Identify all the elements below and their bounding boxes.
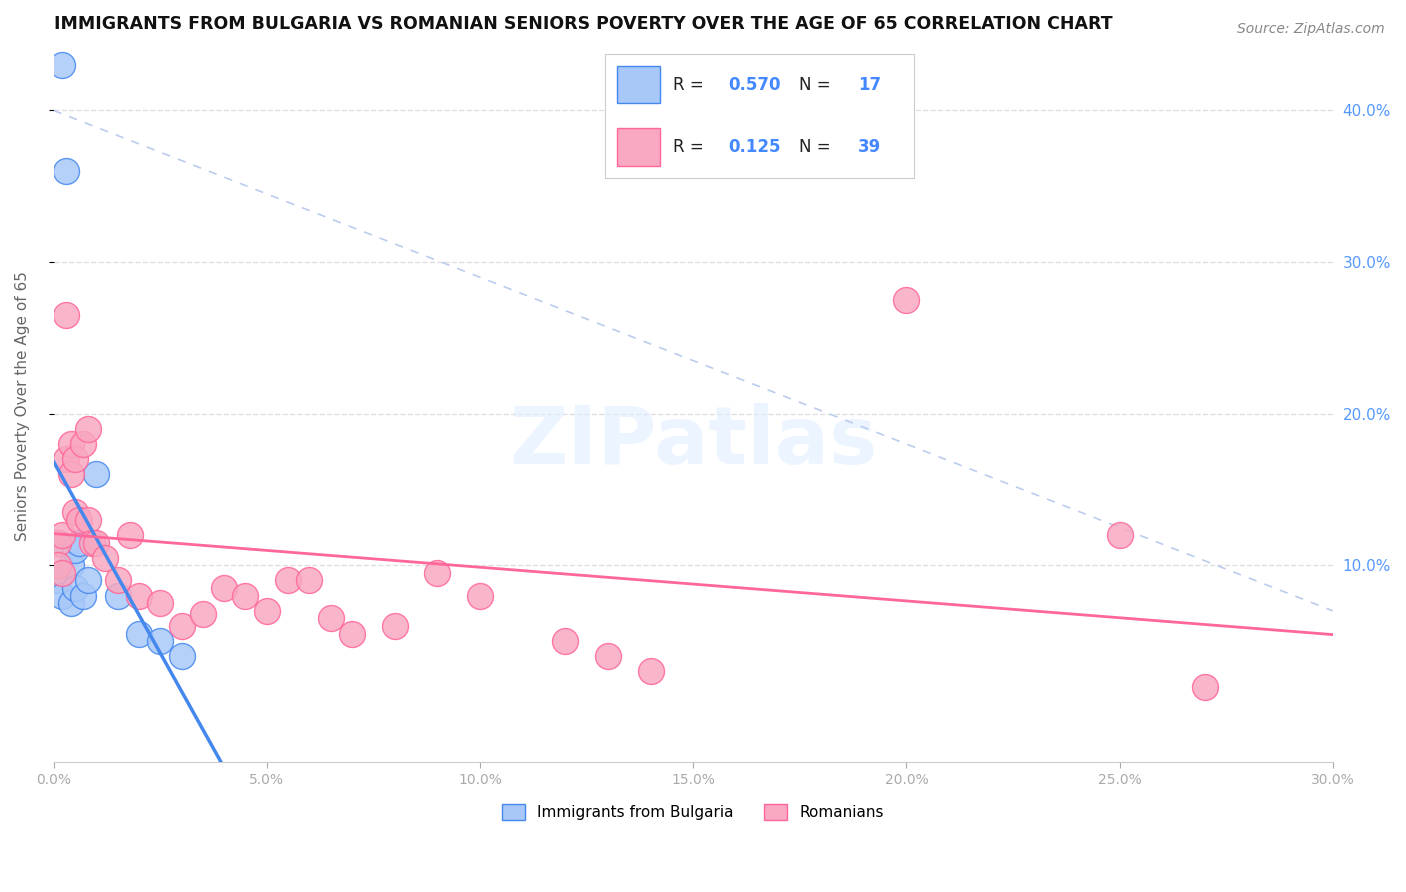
Point [896, 293, 918, 307]
Text: ZIPatlas: ZIPatlas [509, 403, 877, 481]
Point [640, 665, 662, 679]
Point [59, 437, 82, 451]
Point [51, 589, 73, 603]
Text: 0.125: 0.125 [728, 138, 780, 156]
Point [46, 574, 69, 588]
Point [128, 626, 150, 640]
Legend: Immigrants from Bulgaria, Romanians: Immigrants from Bulgaria, Romanians [496, 797, 890, 826]
Point [55, 308, 77, 322]
Point [63, 543, 86, 558]
Point [277, 574, 299, 588]
Point [596, 649, 619, 664]
Point [46, 558, 69, 573]
Point [107, 574, 129, 588]
Point [235, 589, 257, 603]
Text: 39: 39 [858, 138, 882, 156]
Point [55, 164, 77, 178]
Point [46, 535, 69, 549]
FancyBboxPatch shape [617, 128, 661, 166]
Point [128, 589, 150, 603]
Point [554, 634, 576, 648]
Point [212, 581, 235, 595]
Point [63, 505, 86, 519]
Point [1194, 680, 1216, 694]
Point [94, 550, 117, 565]
Point [51, 58, 73, 72]
Y-axis label: Seniors Poverty Over the Age of 65: Seniors Poverty Over the Age of 65 [15, 271, 30, 541]
Text: R =: R = [672, 76, 709, 94]
Point [55, 452, 77, 467]
Point [63, 581, 86, 595]
Point [298, 574, 321, 588]
Point [59, 558, 82, 573]
Point [51, 528, 73, 542]
Point [76, 422, 98, 436]
Point [72, 437, 94, 451]
Point [256, 604, 278, 618]
Point [59, 596, 82, 610]
Point [170, 649, 193, 664]
Point [149, 596, 172, 610]
Text: IMMIGRANTS FROM BULGARIA VS ROMANIAN SENIORS POVERTY OVER THE AGE OF 65 CORRELAT: IMMIGRANTS FROM BULGARIA VS ROMANIAN SEN… [53, 15, 1112, 33]
Point [340, 626, 363, 640]
Point [84, 535, 107, 549]
Text: 0.570: 0.570 [728, 76, 780, 94]
Text: R =: R = [672, 138, 709, 156]
Point [80, 535, 103, 549]
Point [170, 619, 193, 633]
Point [67, 535, 90, 549]
Point [76, 574, 98, 588]
Point [51, 566, 73, 580]
Point [191, 607, 214, 621]
Point [84, 467, 107, 482]
Point [1108, 528, 1130, 542]
Point [67, 513, 90, 527]
Text: 17: 17 [858, 76, 882, 94]
Point [63, 452, 86, 467]
Point [384, 619, 406, 633]
Point [59, 467, 82, 482]
Point [319, 611, 342, 625]
Point [468, 589, 491, 603]
Point [76, 513, 98, 527]
Point [426, 566, 449, 580]
Text: N =: N = [800, 138, 837, 156]
Point [120, 528, 142, 542]
Point [107, 589, 129, 603]
Text: N =: N = [800, 76, 837, 94]
FancyBboxPatch shape [617, 66, 661, 103]
Point [72, 589, 94, 603]
Point [149, 634, 172, 648]
Text: Source: ZipAtlas.com: Source: ZipAtlas.com [1237, 22, 1385, 37]
Point [46, 535, 69, 549]
